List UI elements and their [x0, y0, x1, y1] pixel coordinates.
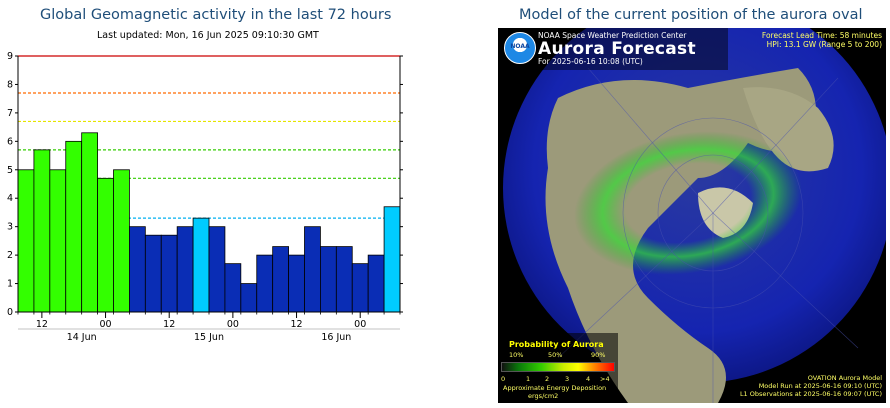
- y-tick-label: 0: [7, 307, 13, 318]
- y-tick-label: 3: [7, 222, 13, 233]
- y-tick-label: 9: [7, 51, 13, 62]
- l1-observation-time: L1 Observations at 2025-06-16 09:07 (UTC…: [739, 390, 882, 398]
- model-name: OVATION Aurora Model: [807, 374, 882, 382]
- last-updated-text: Last updated: Mon, 16 Jun 2025 09:10:30 …: [97, 30, 319, 41]
- model-run-time: Model Run at 2025-06-16 09:10 (UTC): [758, 382, 882, 390]
- noaa-logo-icon: NOAA: [504, 32, 536, 64]
- probability-legend-title: Probability of Aurora: [509, 340, 604, 349]
- scale-label: 2: [545, 375, 550, 383]
- x-tick-label: 00: [227, 319, 239, 330]
- x-day-label: 14 Jun: [67, 332, 97, 343]
- kp-bar: [272, 246, 289, 313]
- kp-chart-title: Global Geomagnetic activity in the last …: [40, 7, 392, 23]
- kp-bar: [256, 254, 274, 313]
- kp-bar: [17, 169, 35, 313]
- y-tick-label: 7: [7, 108, 13, 119]
- kp-bar: [49, 169, 67, 313]
- kp-bar: [304, 226, 321, 313]
- noaa-logo-text: NOAA: [510, 43, 530, 50]
- kp-bar: [65, 140, 83, 313]
- y-tick-label: 4: [7, 193, 13, 204]
- kp-bar: [129, 226, 146, 313]
- probability-color-scale: [501, 362, 615, 372]
- y-tick-label: 1: [7, 279, 13, 290]
- x-tick-label: 12: [290, 319, 302, 330]
- hemispheric-power-index: HPI: 13.1 GW (Range 5 to 200): [766, 40, 882, 49]
- x-day-label: 15 Jun: [194, 332, 224, 343]
- forecast-time: For 2025-06-16 10:08 (UTC): [538, 57, 643, 66]
- kp-bar: [81, 132, 98, 313]
- y-tick-label: 2: [7, 250, 13, 261]
- kp-bar: [320, 246, 337, 313]
- pct-label: 90%: [591, 351, 606, 359]
- pct-label: 50%: [548, 351, 563, 359]
- energy-units-label: ergs/cm2: [528, 392, 559, 400]
- scale-label: 1: [526, 375, 531, 383]
- kp-bar: [367, 254, 385, 313]
- kp-bar: [208, 226, 226, 313]
- x-tick-label: 00: [354, 319, 366, 330]
- x-tick-label: 12: [36, 319, 48, 330]
- scale-label: 0: [501, 375, 506, 383]
- kp-bar: [224, 263, 242, 313]
- aurora-forecast-image: NOAA NOAA Space Weather Prediction Cente…: [498, 28, 886, 403]
- kp-bar: [335, 246, 353, 313]
- kp-bar: [113, 169, 130, 313]
- scale-label: 4: [586, 375, 591, 383]
- forecast-lead-time: Forecast Lead Time: 58 minutes: [761, 31, 882, 40]
- kp-bar: [240, 283, 258, 313]
- kp-bar: [288, 254, 305, 313]
- kp-bar: [97, 177, 114, 313]
- aurora-globe-graphic: [498, 28, 886, 403]
- x-tick-label: 12: [163, 319, 175, 330]
- pct-label: 10%: [509, 351, 524, 359]
- aurora-map-title: Model of the current position of the aur…: [519, 7, 863, 23]
- kp-bar: [383, 206, 401, 313]
- kp-bar: [33, 149, 51, 313]
- y-tick-label: 5: [7, 165, 13, 176]
- y-tick-label: 6: [7, 136, 13, 147]
- x-tick-label: 00: [99, 319, 111, 330]
- kp-bar: [176, 226, 194, 313]
- kp-bar: [192, 217, 210, 313]
- kp-bar: [351, 263, 369, 313]
- scale-label: 3: [565, 375, 570, 383]
- org-name: NOAA Space Weather Prediction Center: [538, 31, 687, 40]
- aurora-forecast-heading: Aurora Forecast: [538, 39, 696, 59]
- y-tick-label: 8: [7, 79, 13, 90]
- x-day-label: 16 Jun: [321, 332, 351, 343]
- kp-bar: [160, 234, 178, 313]
- kp-bar: [144, 234, 162, 313]
- energy-deposition-label: Approximate Energy Deposition: [503, 384, 607, 392]
- scale-label: >4: [600, 375, 610, 383]
